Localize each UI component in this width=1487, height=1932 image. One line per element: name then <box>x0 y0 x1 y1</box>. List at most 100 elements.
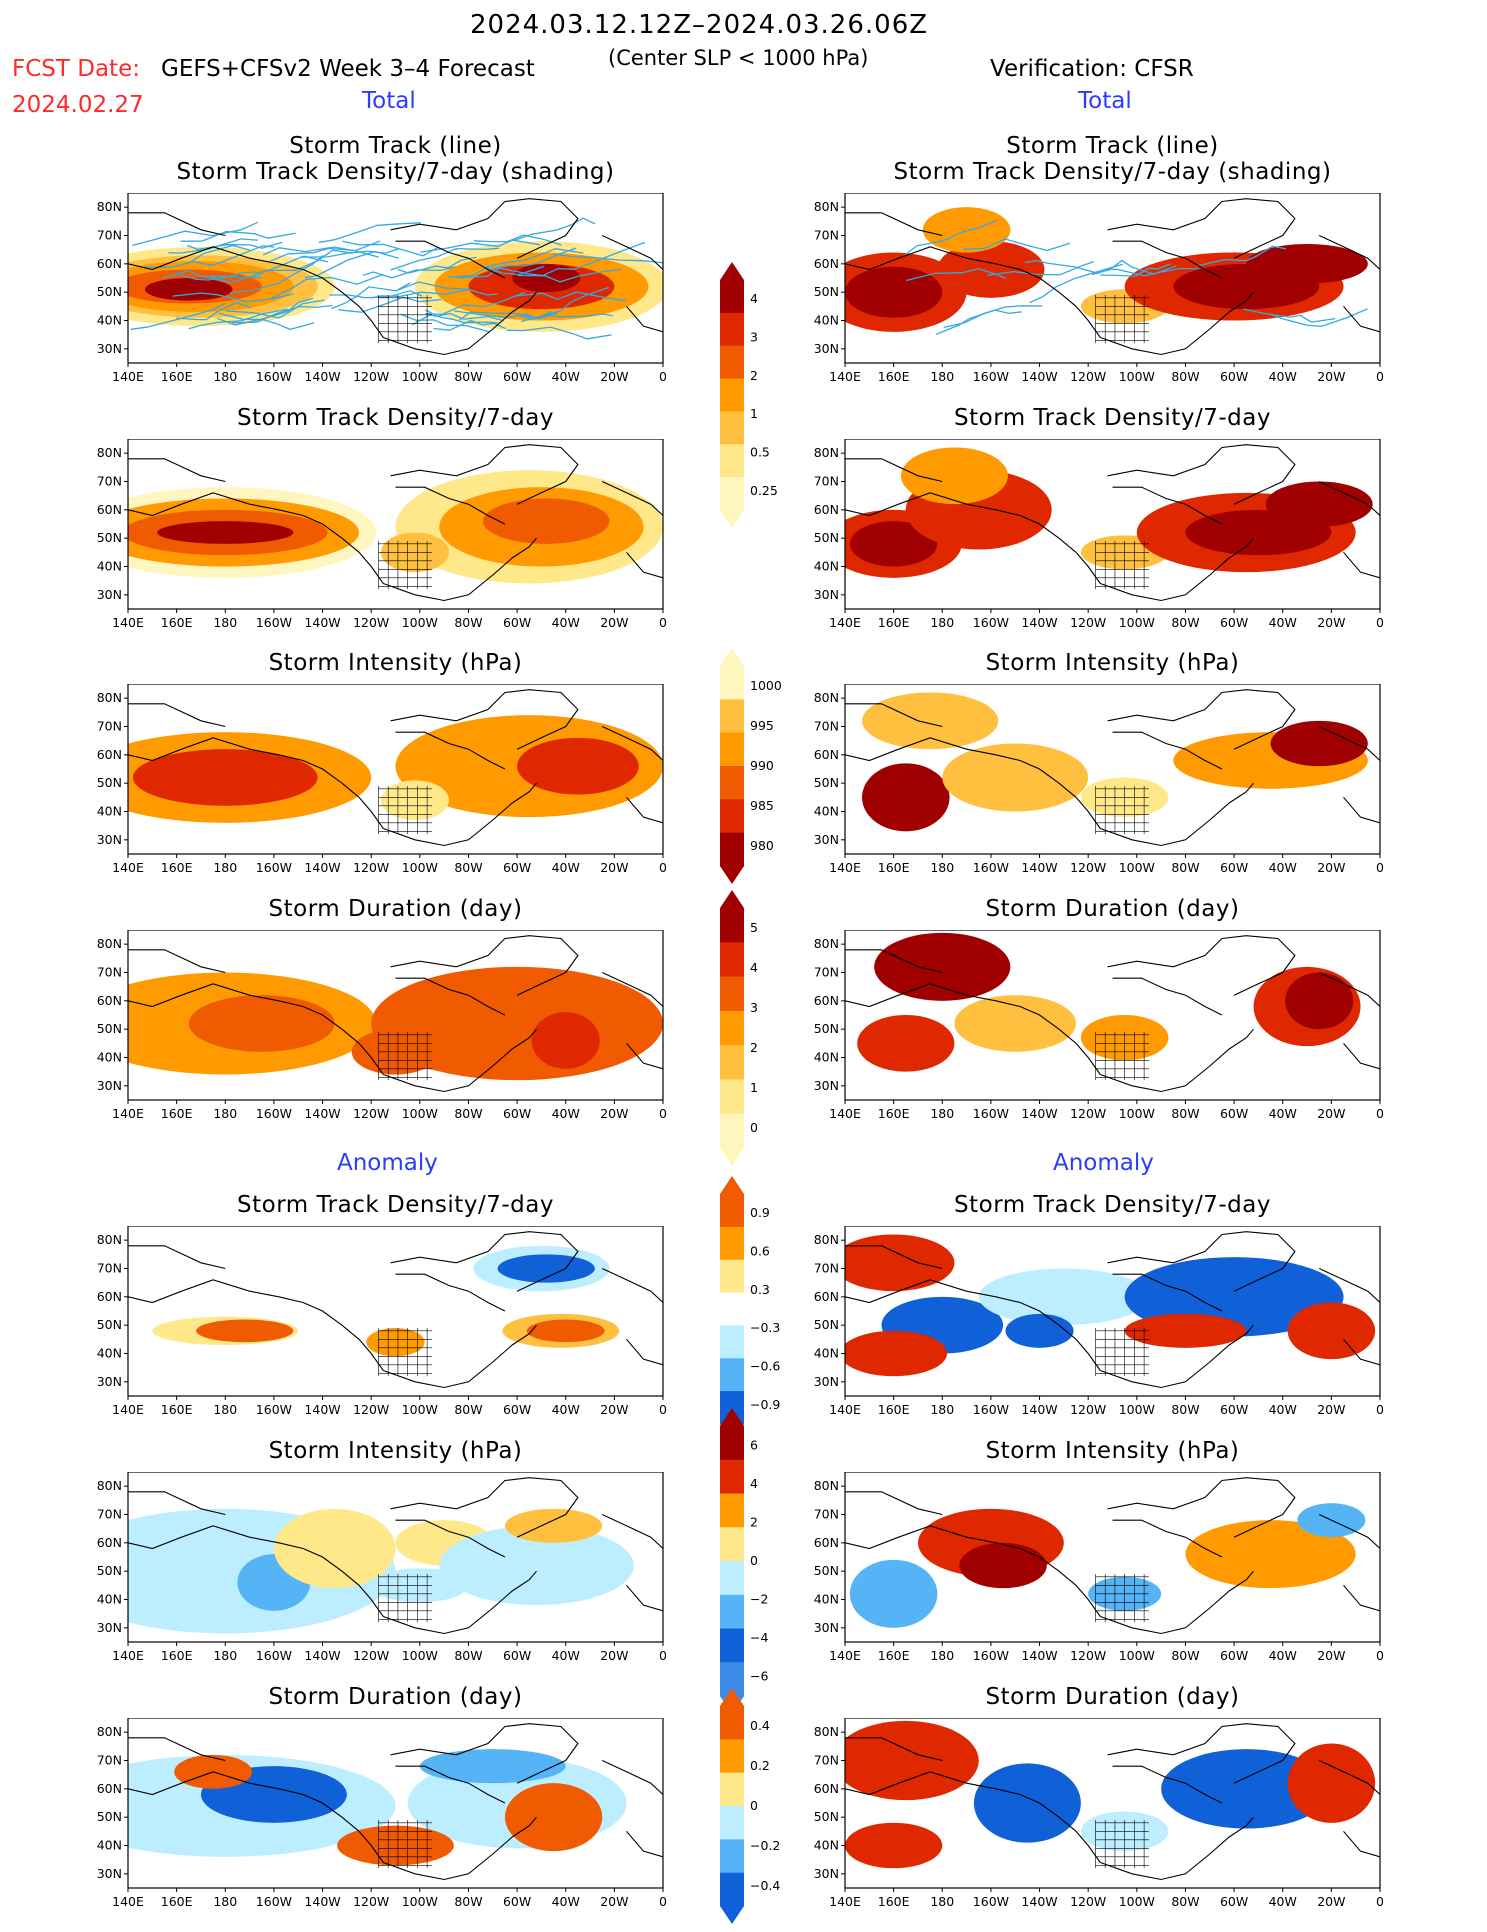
map-svg: 80N 70N 60N 50N 40N 30N 140E 160E 180 160W 140W 120… <box>814 930 1384 1121</box>
lat-label: 30N <box>814 1374 839 1389</box>
lon-label: 120W <box>353 615 389 630</box>
lon-label: 20W <box>1317 1402 1345 1417</box>
shading-blob <box>1185 1520 1356 1589</box>
coastline <box>1100 1028 1254 1093</box>
shading-blob <box>857 1015 955 1072</box>
shading-blob <box>1005 1313 1074 1348</box>
coastline <box>601 1268 663 1303</box>
colorbar-label: 2 <box>750 1040 758 1055</box>
coastline <box>1100 782 1254 847</box>
coastline <box>383 1570 537 1635</box>
lon-label: 80W <box>1171 1648 1199 1663</box>
map-frame <box>844 1718 1381 1889</box>
colorbar-segment <box>720 1839 744 1874</box>
colorbar-label: −2 <box>750 1592 768 1607</box>
lat-label: 60N <box>97 1535 122 1550</box>
lon-label: 60W <box>503 369 531 384</box>
lon-label: 40W <box>1269 1648 1297 1663</box>
map-frame <box>844 439 1381 610</box>
colorbar-segment <box>720 799 744 834</box>
lon-label: 140E <box>829 860 861 875</box>
lon-label: 80W <box>1171 1402 1199 1417</box>
lat-label: 30N <box>814 832 839 847</box>
lon-label: 40W <box>552 860 580 875</box>
coastline <box>1100 1816 1254 1881</box>
colorbar-segment <box>720 1045 744 1080</box>
lon-label: 140W <box>1021 369 1057 384</box>
coastline <box>626 796 663 824</box>
coastline <box>128 458 226 483</box>
lat-label: 60N <box>97 502 122 517</box>
map-svg: 80N 70N 60N 50N 40N 30N 140E 160E 180 160W 140W 120… <box>97 193 667 384</box>
coastline <box>128 703 226 728</box>
storm-track-line <box>552 253 663 264</box>
colorbar-label: 985 <box>750 798 774 813</box>
lat-label: 70N <box>814 1753 839 1768</box>
map-panel-13: 80N 70N 60N 50N 40N 30N 140E 160E 180 160W 140W 120… <box>811 1718 1390 1914</box>
lon-label: 180 <box>213 860 237 875</box>
coastline <box>390 444 579 505</box>
map-svg: 80N 70N 60N 50N 40N 30N 140E 160E 180 160W 140W 120… <box>814 439 1384 630</box>
lat-label: 40N <box>97 313 122 328</box>
lon-label: 160E <box>161 1894 193 1909</box>
lon-label: 60W <box>503 1648 531 1663</box>
coastline <box>1343 305 1380 333</box>
lon-label: 140E <box>112 615 144 630</box>
lon-label: 40W <box>1269 1894 1297 1909</box>
map-frame <box>127 439 664 610</box>
lon-label: 80W <box>1171 1106 1199 1121</box>
map-frame <box>127 1472 664 1643</box>
lat-label: 60N <box>814 502 839 517</box>
lon-label: 160W <box>256 1894 292 1909</box>
coastline <box>845 492 1101 584</box>
colorbar-label: 3 <box>750 1000 758 1015</box>
colorbar-segment <box>720 1259 744 1294</box>
lon-label: 160W <box>256 615 292 630</box>
lon-label: 140W <box>304 1894 340 1909</box>
shading-blob <box>1265 481 1373 527</box>
lat-label: 30N <box>814 1078 839 1093</box>
colorbar-segment <box>720 666 744 700</box>
lon-label: 140E <box>829 1648 861 1663</box>
coastline <box>845 737 1101 829</box>
colorbar-segment <box>720 1739 744 1774</box>
lon-label: 20W <box>600 1402 628 1417</box>
colorbar-segment <box>720 1426 744 1461</box>
colorbar-label: 1000 <box>750 678 782 693</box>
colorbar-segment <box>720 345 744 380</box>
coastline <box>128 246 384 338</box>
colorbar-arrow <box>720 648 744 666</box>
coastline <box>128 1491 226 1516</box>
colorbar-segment <box>720 1292 744 1326</box>
lat-label: 80N <box>814 936 839 951</box>
lon-label: 0 <box>659 860 667 875</box>
storm-track-line <box>180 230 296 242</box>
colorbar-segment <box>720 312 744 347</box>
lon-label: 140W <box>304 369 340 384</box>
lon-label: 80W <box>1171 860 1199 875</box>
lat-label: 80N <box>97 936 122 951</box>
lat-label: 40N <box>97 1592 122 1607</box>
lat-label: 80N <box>814 1478 839 1493</box>
coastline <box>383 537 537 602</box>
colorbar-intensity-anom: 6 4 2 0 −2 −4 −6 <box>720 1408 810 1722</box>
lon-label: 180 <box>213 1894 237 1909</box>
lon-label: 80W <box>454 860 482 875</box>
lon-label: 0 <box>1376 1894 1384 1909</box>
lat-label: 40N <box>97 804 122 819</box>
lon-label: 140W <box>1021 1894 1057 1909</box>
lat-label: 80N <box>814 690 839 705</box>
coastline <box>383 782 537 847</box>
colorbar-label: 3 <box>750 330 758 345</box>
shading-blob <box>874 932 1011 1001</box>
lat-label: 40N <box>97 1346 122 1361</box>
storm-track-line <box>1091 259 1177 276</box>
lon-label: 120W <box>1070 1402 1106 1417</box>
coastline <box>128 737 384 829</box>
storm-track-line <box>486 248 584 268</box>
storm-track-line <box>485 247 577 271</box>
lon-label: 80W <box>454 1402 482 1417</box>
lon-label: 60W <box>1220 860 1248 875</box>
colorbar-segment <box>720 444 744 478</box>
lat-label: 40N <box>814 804 839 819</box>
